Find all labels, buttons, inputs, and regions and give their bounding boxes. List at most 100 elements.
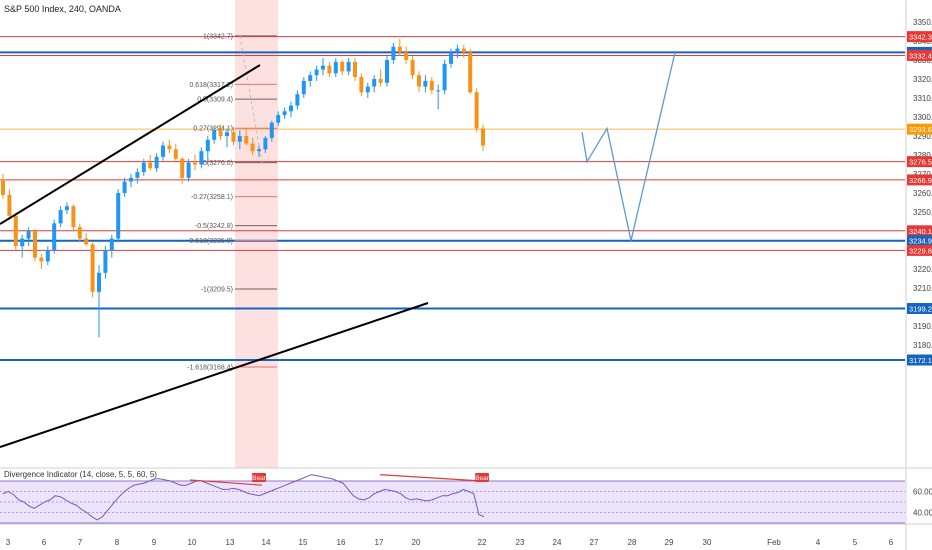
candle-body [129,177,133,182]
upper-trend-line[interactable] [0,64,261,225]
time-tick-label: 24 [553,538,562,547]
projection-path[interactable] [581,52,676,241]
candle-body [103,250,108,273]
fib-level-label: -1(3209.5) [201,286,233,293]
price-tag-label: 3234.9 [909,237,932,246]
price-tag-label: 3276.5 [909,158,932,167]
candle-body [333,61,338,74]
candle-body [359,77,364,93]
candle-body [193,162,197,165]
fibonacci-layer[interactable]: 1(3342.7) 0.618(3317.2) 0.5(3309.4) 0.27(32… [187,33,277,372]
bear-divergence-line [379,474,483,482]
price-tag-label: 3229.8 [909,246,932,255]
candle-body [468,52,473,93]
price-tag-box [907,303,932,315]
candle-body [141,162,146,173]
price-tick-label: 3350.0 [913,18,932,27]
drawings-layer[interactable] [0,52,676,448]
candle-body [20,238,25,247]
candle-body [295,94,300,106]
lower-trend-line[interactable] [0,302,429,448]
price-tag-box [907,31,932,43]
candle-body [289,105,293,112]
time-tick-label: 30 [703,538,712,547]
candle-body [404,52,409,60]
time-tick-label: 27 [590,538,599,547]
price-tag-label: 3172.1 [909,356,932,365]
price-tick-label: 3210.0 [913,284,932,293]
price-tag-box [907,123,932,135]
candle-body [455,48,460,53]
fib-level-label: 1(3342.7) [203,33,233,40]
price-tag-box [907,49,932,61]
candle-body [257,149,261,152]
candle-body [308,75,313,81]
time-tick-label: 5 [853,538,858,547]
candle-body [84,238,89,245]
price-tag-label: 3199.2 [909,305,932,314]
time-tick-label: 8 [115,538,120,547]
candle-body [340,61,345,72]
candle-body [26,231,31,239]
time-tick-label: 29 [665,538,674,547]
candle-body [436,90,441,92]
time-tick-label: 10 [188,538,197,547]
candle-body [122,181,127,193]
time-tick-label: 7 [78,538,83,547]
bear-label-box [252,473,266,482]
candle-body [45,250,50,262]
rsi-line [2,474,485,521]
candle-body [250,143,255,152]
fib-level-label: 0.618(3317.2) [189,82,233,89]
candle-body [13,215,18,247]
price-tag-label: 3342.3 [909,33,932,42]
fib-level-label: 0.27(3294.1) [193,126,233,133]
candle-body [90,244,95,292]
candle-body [365,86,370,93]
candle-body [167,145,172,150]
time-axis[interactable]: 3 6 7 8 9 10 13 14 15 16 17 20 22 23 24 27 28 29 30 Feb 4 5 6 [6,538,894,547]
horizontal-lines-layer [0,36,905,362]
indicator-pane[interactable]: Bear Bear 60.00 40.00 [0,473,932,524]
fib-level-label: 0.5(3309.4) [197,97,233,104]
price-tick-label: 3190.0 [913,322,932,331]
time-tick-label: 3 [6,538,11,547]
candle-body [321,65,325,70]
price-tag-label: 3293.6 [909,125,932,134]
fib-level-label: -0.5(3242.8) [195,223,233,230]
candle-body [346,61,351,72]
price-tag-label: 3332.4 [909,51,932,60]
candles-layer [1,39,485,338]
candle-body [212,130,217,140]
candle-body [58,210,63,224]
candle-body [173,149,178,159]
bear-label: Bear [252,475,267,482]
time-tick-label: 9 [152,538,157,547]
candle-body [449,52,453,64]
candle-body [327,65,332,74]
candle-body [397,46,402,53]
price-tick-label: 3300.0 [913,113,932,122]
candle-body [1,179,5,195]
price-tag-box [907,354,932,366]
price-tick-label: 3280.0 [913,151,932,160]
rsi-tick-label: 40.00 [913,509,932,518]
bear-label-box [475,473,489,482]
price-tag-box [907,235,932,247]
candle-body [442,63,447,91]
price-axis[interactable]: 3350.03340.03330.03320.03310.03300.03290… [907,18,932,366]
candle-body [199,151,204,165]
candle-body [429,80,434,91]
candle-body [109,238,114,250]
candle-body [116,193,121,239]
candle-body [378,79,383,83]
candle-body [269,122,274,138]
candle-body [276,115,281,123]
price-tick-label: 3250.0 [913,208,932,217]
candle-body [417,75,421,87]
candle-body [385,60,389,83]
candle-body [231,132,236,142]
rsi-tick-label: 60.00 [913,488,932,497]
